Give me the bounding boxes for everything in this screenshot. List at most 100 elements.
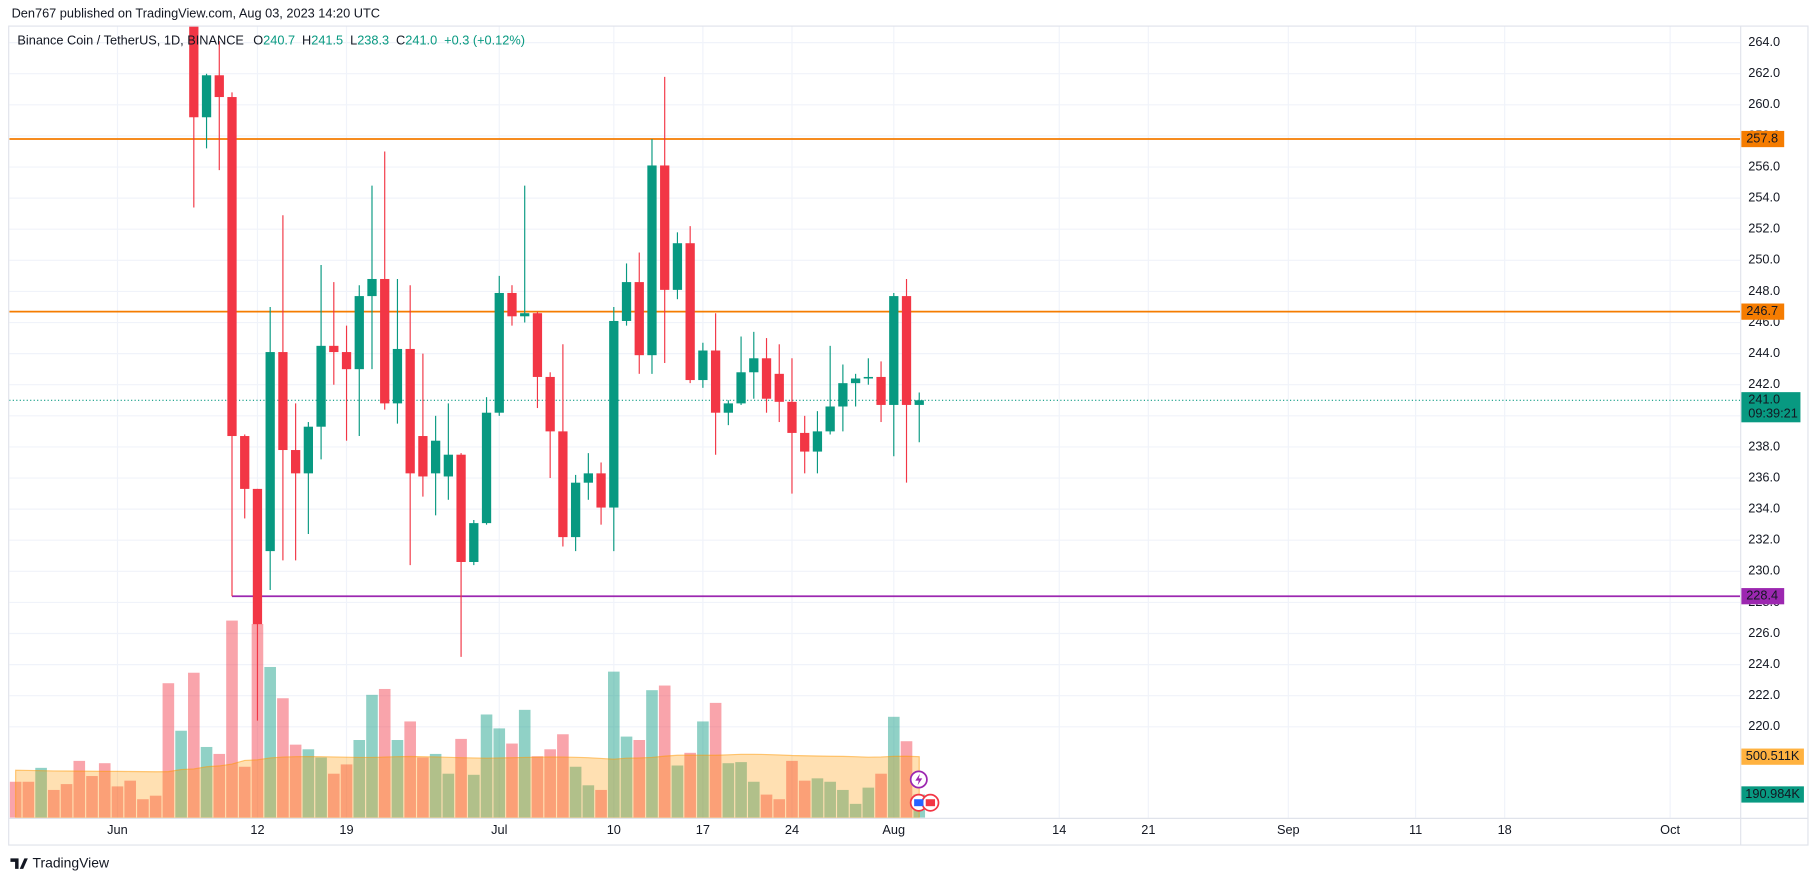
candle-body (329, 345, 339, 353)
candle-body (341, 352, 352, 370)
candle-body (647, 165, 657, 356)
candle-body (418, 436, 428, 477)
volume-bar (480, 714, 493, 818)
candle-body (698, 350, 708, 381)
price-label-box (1741, 130, 1785, 148)
price-label: 257.8 (1746, 130, 1778, 145)
candle-body (290, 450, 301, 474)
volume-bar (544, 749, 556, 818)
candle-body (545, 376, 555, 432)
volume-last-label: 190.984K (1745, 786, 1800, 801)
candle-body (494, 292, 504, 413)
price-label: 246.7 (1746, 303, 1778, 318)
x-tick-label: Jul (491, 822, 507, 837)
candle-body (621, 282, 632, 321)
candle-body (240, 436, 250, 489)
volume-bar (302, 749, 315, 818)
volume-bar (773, 799, 786, 818)
volume-bar (22, 781, 35, 818)
legend-value: 241.0 (405, 33, 437, 48)
candle-body (532, 313, 543, 377)
x-tick-label: 18 (1498, 822, 1512, 837)
volume-bar (786, 760, 798, 818)
volume-bar (849, 803, 862, 818)
y-tick-label: 234.0 (1748, 500, 1780, 515)
legend-value: 238.3 (357, 33, 389, 48)
volume-bar (684, 752, 696, 818)
brand-logo (10, 858, 28, 869)
volume-bar (557, 734, 569, 818)
x-tick-label: 12 (250, 822, 264, 837)
candle-body (749, 358, 759, 373)
candle-body (380, 278, 390, 404)
volume-bar (226, 620, 238, 818)
volume-bar (811, 778, 824, 818)
volume-bar (709, 702, 722, 818)
volume-bar (73, 760, 86, 818)
candle-body (901, 296, 912, 405)
y-tick-label: 254.0 (1748, 189, 1780, 204)
volume-last-box (1741, 786, 1804, 803)
candle-body (469, 523, 479, 562)
candle-body (889, 296, 899, 405)
y-tick-label: 260.0 (1748, 96, 1780, 111)
volume-bar (620, 736, 633, 818)
candle-body (634, 282, 644, 356)
candle-body (876, 376, 886, 405)
legend-key: H (302, 33, 311, 48)
candle-body (252, 488, 263, 625)
volume-bar (213, 753, 226, 818)
volume-bar (429, 753, 442, 818)
volume-bar (149, 795, 162, 818)
candle-body (456, 454, 466, 562)
candle-body (710, 350, 721, 413)
candle-body (481, 412, 492, 524)
y-tick-label: 226.0 (1748, 625, 1780, 640)
candle-body (838, 383, 848, 407)
candle-body (736, 372, 746, 404)
volume-ma-label: 500.511K (1746, 748, 1800, 763)
volume-bar (582, 785, 595, 818)
candle-body (189, 25, 199, 118)
candle-body (367, 278, 377, 297)
candle-body (800, 432, 810, 452)
legend-key: C (396, 33, 405, 48)
candle-body (812, 431, 823, 452)
candle-body (443, 454, 453, 477)
x-tick-label: Oct (1660, 822, 1680, 837)
volume-bar (340, 764, 353, 818)
legend-key: O (253, 33, 263, 48)
candle-body (354, 296, 364, 370)
candle-body (303, 426, 313, 474)
legend-key: L (350, 33, 357, 48)
volume-bar (633, 740, 646, 818)
price-label-box (1741, 588, 1785, 605)
candle-body (265, 352, 275, 552)
last-price-label: 241.0 (1748, 392, 1780, 407)
y-tick-label: 230.0 (1748, 563, 1780, 578)
legend-value: 241.5 (311, 33, 343, 48)
x-tick-label: 24 (785, 822, 799, 837)
volume-bar (569, 766, 582, 818)
countdown: 09:39:21 (1748, 406, 1798, 421)
candle-body (214, 75, 224, 98)
candle-body (201, 75, 212, 118)
volume-bar (366, 694, 378, 818)
candle-body (685, 243, 695, 381)
volume-bar (378, 688, 391, 818)
x-tick-label: Sep (1277, 822, 1300, 837)
candle-body (507, 292, 517, 317)
y-tick-label: 232.0 (1748, 532, 1780, 547)
volume-bar (188, 672, 200, 818)
volume-bar (251, 624, 264, 818)
volume-bar (404, 721, 416, 818)
last-price-box (1741, 392, 1801, 423)
legend-value: 240.7 (263, 33, 295, 48)
volume-bar (798, 780, 811, 818)
price-label: 228.4 (1746, 588, 1778, 603)
x-tick-label: 10 (607, 822, 621, 837)
grid (9, 25, 1741, 818)
legend: Binance Coin / TetherUS, 1D, BINANCE O240… (17, 33, 525, 48)
volume-bar (111, 786, 124, 818)
